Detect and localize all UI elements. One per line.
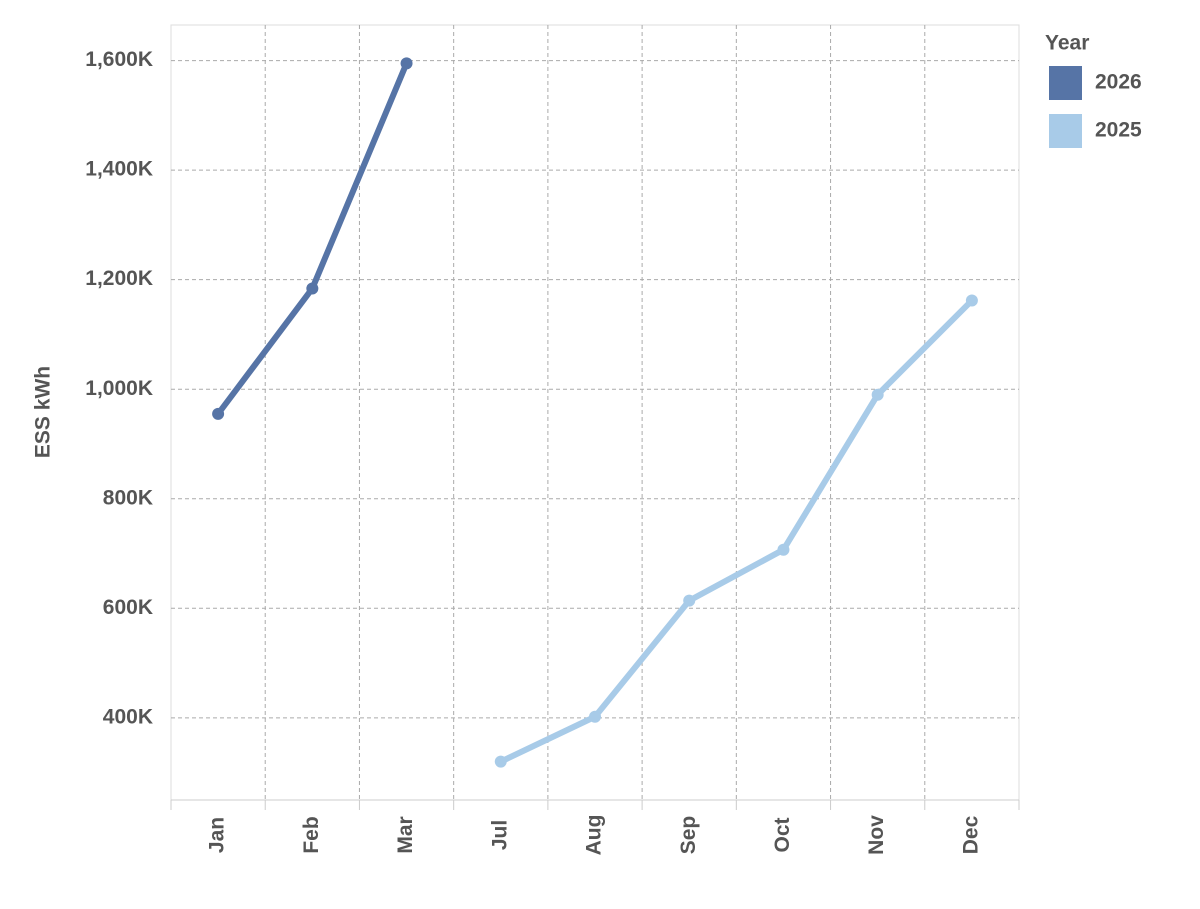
x-tick-label: Feb — [300, 816, 323, 853]
data-point — [589, 710, 601, 723]
y-axis-label: ESS kWh — [32, 366, 55, 458]
data-point — [494, 755, 507, 768]
x-tick-label: Nov — [865, 815, 888, 855]
x-tick-label: Jan — [206, 817, 229, 853]
data-point — [777, 543, 790, 556]
x-tick-label: Oct — [771, 817, 794, 852]
legend-label: 2026 — [1095, 71, 1142, 94]
data-point — [400, 57, 413, 70]
data-point — [871, 388, 884, 401]
series-line — [499, 298, 975, 765]
y-tick-label: 800K — [103, 486, 153, 509]
data-point — [306, 282, 319, 295]
y-tick-label: 1,400K — [85, 158, 153, 181]
x-tick-label: Dec — [959, 815, 982, 854]
y-tick-label: 1,000K — [85, 377, 153, 400]
y-tick-label: 600K — [103, 596, 153, 619]
x-tick-label: Mar — [394, 816, 417, 853]
y-tick-label: 400K — [103, 705, 153, 728]
legend-title: Year — [1045, 32, 1089, 55]
x-tick-label: Sep — [677, 816, 700, 855]
data-point — [683, 594, 696, 607]
data-point — [965, 294, 978, 307]
series-line — [215, 62, 410, 416]
x-tick-label: Jul — [488, 820, 511, 850]
y-tick-label: 1,600K — [85, 48, 153, 71]
legend-label: 2025 — [1095, 119, 1142, 142]
plot-frame — [170, 24, 1020, 801]
legend-swatch — [1049, 66, 1082, 100]
legend-swatch — [1049, 114, 1082, 148]
y-tick-label: 1,200K — [85, 267, 153, 290]
data-point — [212, 407, 225, 420]
x-tick-label: Aug — [583, 815, 606, 856]
